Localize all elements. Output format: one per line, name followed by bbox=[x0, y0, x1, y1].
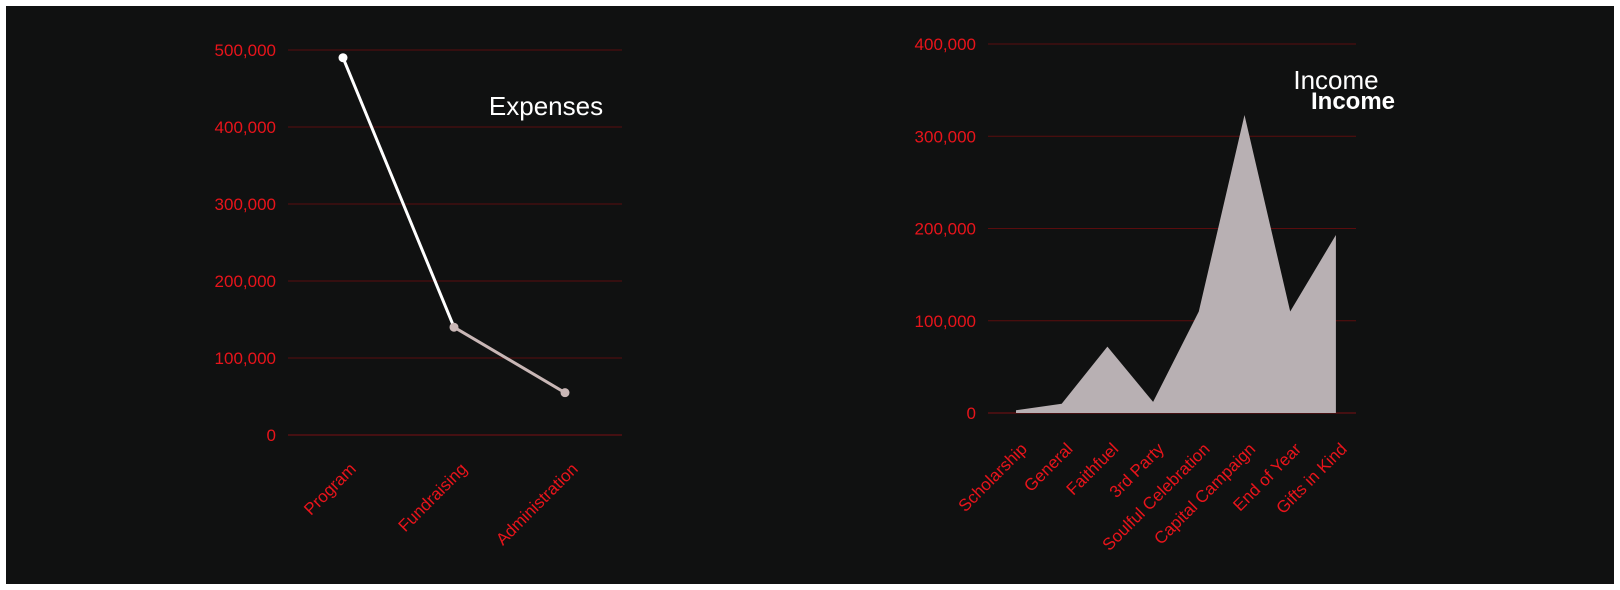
expenses-chart: 0 100,000 200,000 300,000 400,000 500,000 Prog… bbox=[215, 41, 622, 549]
expenses-data-point bbox=[449, 322, 459, 332]
expenses-ytick-label: 200,000 bbox=[215, 272, 276, 291]
income-ytick-label: 100,000 bbox=[915, 312, 976, 331]
expenses-ytick-label: 100,000 bbox=[215, 349, 276, 368]
dashboard-canvas: 0 100,000 200,000 300,000 400,000 500,000 Prog… bbox=[6, 6, 1614, 584]
income-area bbox=[1016, 115, 1336, 413]
expenses-data-point bbox=[560, 388, 570, 398]
income-title: Income bbox=[1293, 65, 1378, 95]
charts-panel: 0 100,000 200,000 300,000 400,000 500,000 Prog… bbox=[215, 35, 1395, 554]
expenses-line-segment bbox=[341, 56, 456, 329]
income-ytick-label: 300,000 bbox=[915, 127, 976, 146]
income-chart: 0 100,000 200,000 300,000 400,000 Scholarship… bbox=[915, 35, 1395, 554]
expenses-xtick-label: Fundraising bbox=[395, 459, 471, 535]
expenses-title: Expenses bbox=[489, 91, 603, 121]
expenses-ytick-label: 500,000 bbox=[215, 41, 276, 60]
income-title-overlay: Income bbox=[1311, 88, 1395, 115]
expenses-line-segment bbox=[452, 325, 567, 395]
income-ytick-label: 400,000 bbox=[915, 35, 976, 54]
expenses-ytick-label: 400,000 bbox=[215, 118, 276, 137]
income-ytick-label: 200,000 bbox=[915, 220, 976, 239]
income-ytick-label: 0 bbox=[967, 404, 976, 423]
expenses-data-point bbox=[338, 53, 348, 63]
expenses-ytick-label: 300,000 bbox=[215, 195, 276, 214]
income-xtick-label: Scholarship bbox=[955, 439, 1031, 515]
expenses-ytick-label: 0 bbox=[267, 426, 276, 445]
expenses-xtick-label: Administration bbox=[492, 459, 582, 549]
expenses-xtick-label: Program bbox=[300, 459, 360, 519]
